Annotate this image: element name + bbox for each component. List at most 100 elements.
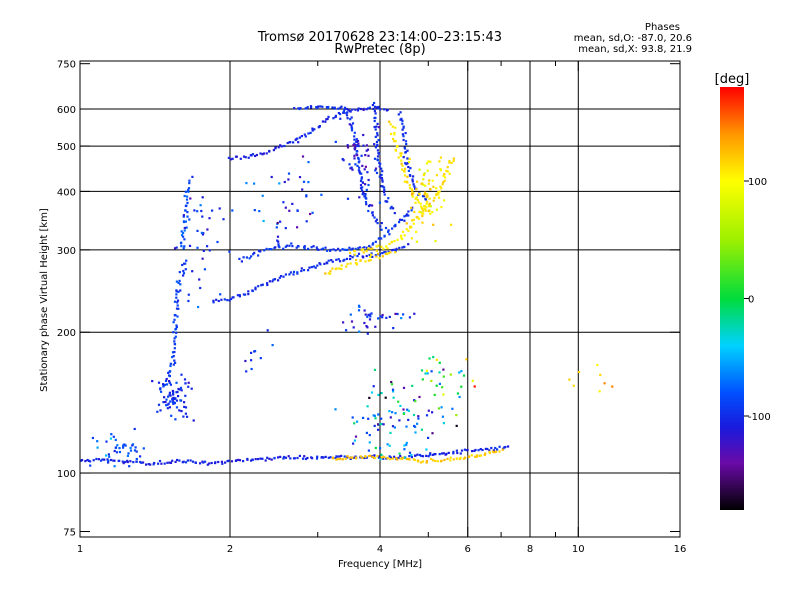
echo-point	[340, 267, 343, 271]
echo-point	[355, 150, 358, 153]
echo-point	[395, 145, 399, 148]
echo-point	[400, 234, 403, 237]
echo-point	[390, 132, 393, 136]
echo-point	[443, 173, 446, 176]
echo-point	[326, 117, 329, 121]
echo-point	[498, 450, 501, 453]
echo-point	[251, 153, 254, 156]
echo-point	[404, 162, 407, 165]
chart-title: Tromsø 20170628 23:14:00–23:15:43	[257, 30, 502, 45]
echo-point	[403, 167, 407, 170]
echo-point	[332, 248, 335, 251]
echo-point	[316, 106, 319, 109]
echo-point	[325, 118, 328, 121]
echo-point	[331, 260, 334, 263]
y-tick-label: 400	[57, 187, 76, 198]
echo-point	[416, 422, 419, 425]
echo-point	[427, 409, 430, 412]
echo-point	[173, 340, 176, 343]
colorbar-ticks: 100 0 -100	[744, 177, 771, 423]
echo-point	[488, 449, 491, 452]
echo-point	[370, 312, 373, 315]
echo-point	[259, 152, 262, 155]
echo-point	[394, 312, 397, 315]
echo-point	[283, 144, 286, 148]
echo-point	[374, 417, 377, 420]
echo-point	[382, 457, 385, 460]
echo-point	[346, 146, 350, 149]
echo-point	[274, 246, 277, 249]
echo-point	[384, 251, 387, 254]
echo-point	[279, 455, 282, 458]
echo-point	[341, 248, 344, 251]
echo-point	[307, 161, 310, 164]
echo-point	[379, 108, 382, 111]
echo-point	[368, 204, 372, 207]
x-tick-label: 10	[572, 544, 585, 555]
echo-point	[471, 450, 474, 453]
echo-point	[374, 240, 377, 243]
echo-point	[370, 252, 373, 255]
echo-point	[450, 161, 453, 164]
echo-point	[299, 107, 302, 110]
echo-point	[354, 435, 358, 438]
echo-point	[231, 209, 234, 212]
echo-point	[383, 455, 386, 459]
echo-point	[389, 458, 392, 461]
echo-point	[118, 459, 121, 462]
echo-point	[169, 461, 173, 464]
echo-point	[133, 427, 136, 431]
echo-point	[179, 386, 183, 389]
echo-point	[385, 245, 388, 248]
echo-point	[321, 120, 324, 123]
echo-point	[182, 269, 185, 273]
echo-point	[372, 414, 375, 417]
echo-point	[358, 170, 361, 173]
echo-point	[283, 180, 286, 184]
echo-point	[342, 111, 346, 114]
echo-point	[261, 457, 264, 460]
echo-point	[174, 418, 177, 421]
echo-point	[407, 457, 410, 461]
echo-point	[407, 214, 410, 217]
echo-point	[365, 108, 368, 111]
echo-point	[176, 458, 179, 462]
echo-point	[432, 356, 435, 359]
echo-point	[359, 179, 363, 183]
echo-point	[173, 359, 176, 362]
echo-point	[425, 206, 428, 209]
echo-point	[412, 175, 415, 178]
echo-point	[332, 117, 335, 120]
echo-point	[296, 226, 299, 229]
echo-point	[112, 435, 115, 438]
echo-point	[202, 461, 205, 464]
echo-point	[440, 187, 443, 190]
y-tick-label: 600	[57, 105, 76, 116]
echo-point	[393, 455, 396, 458]
echo-point	[381, 455, 384, 458]
echo-point	[292, 270, 296, 273]
echo-point	[297, 245, 300, 248]
echo-point	[376, 149, 379, 152]
echo-point	[403, 234, 406, 237]
echo-point	[381, 179, 384, 182]
echo-point	[153, 461, 156, 465]
echo-point	[183, 220, 186, 224]
echo-point	[122, 462, 125, 465]
echo-point	[84, 460, 87, 463]
echo-point	[376, 144, 379, 147]
echo-point	[352, 442, 355, 445]
echo-point	[373, 368, 377, 371]
echo-point	[369, 454, 372, 457]
echo-point	[286, 141, 289, 145]
echo-point	[455, 414, 458, 417]
echo-point	[358, 330, 361, 333]
echo-point	[398, 452, 401, 455]
echo-point	[388, 315, 391, 318]
echo-point	[387, 229, 390, 232]
echo-point	[172, 331, 175, 334]
echo-point	[247, 293, 250, 296]
echo-point	[347, 109, 350, 112]
echo-point	[342, 110, 346, 113]
echo-point	[435, 187, 438, 190]
